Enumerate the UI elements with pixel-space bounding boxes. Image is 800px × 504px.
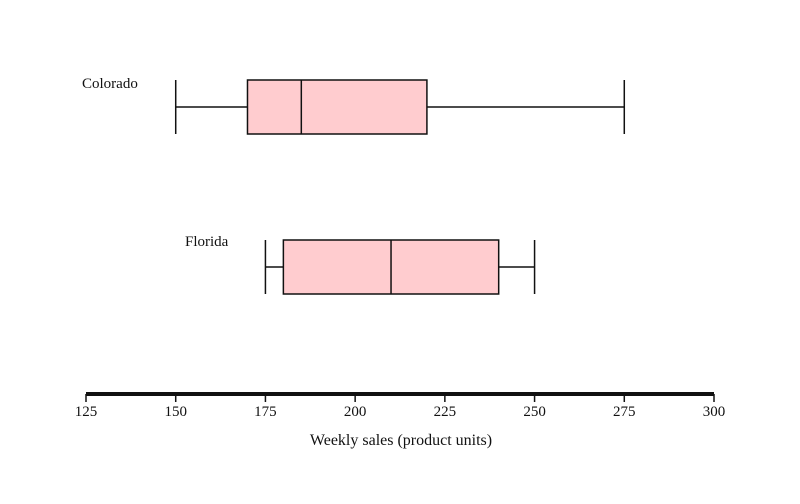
- x-tick-label: 300: [703, 404, 726, 420]
- box-florida: Florida: [185, 234, 536, 295]
- series-label-florida: Florida: [185, 234, 229, 250]
- iqr-box-colorado: [246, 79, 428, 135]
- x-tick-label: 175: [254, 404, 277, 420]
- x-tick-label: 125: [75, 404, 98, 420]
- x-axis-label: Weekly sales (product units): [310, 432, 492, 449]
- x-tick-label: 225: [434, 404, 457, 420]
- series-label-colorado: Colorado: [82, 76, 138, 92]
- box-colorado: Colorado: [82, 76, 626, 135]
- x-tick-label: 200: [344, 404, 367, 420]
- x-axis: 125 150 175 200 225 250 275 300: [75, 392, 726, 420]
- x-tick-label: 150: [164, 404, 187, 420]
- x-tick-label: 275: [613, 404, 636, 420]
- x-tick-label: 250: [523, 404, 546, 420]
- boxes-layer: Colorado Florida: [82, 76, 626, 295]
